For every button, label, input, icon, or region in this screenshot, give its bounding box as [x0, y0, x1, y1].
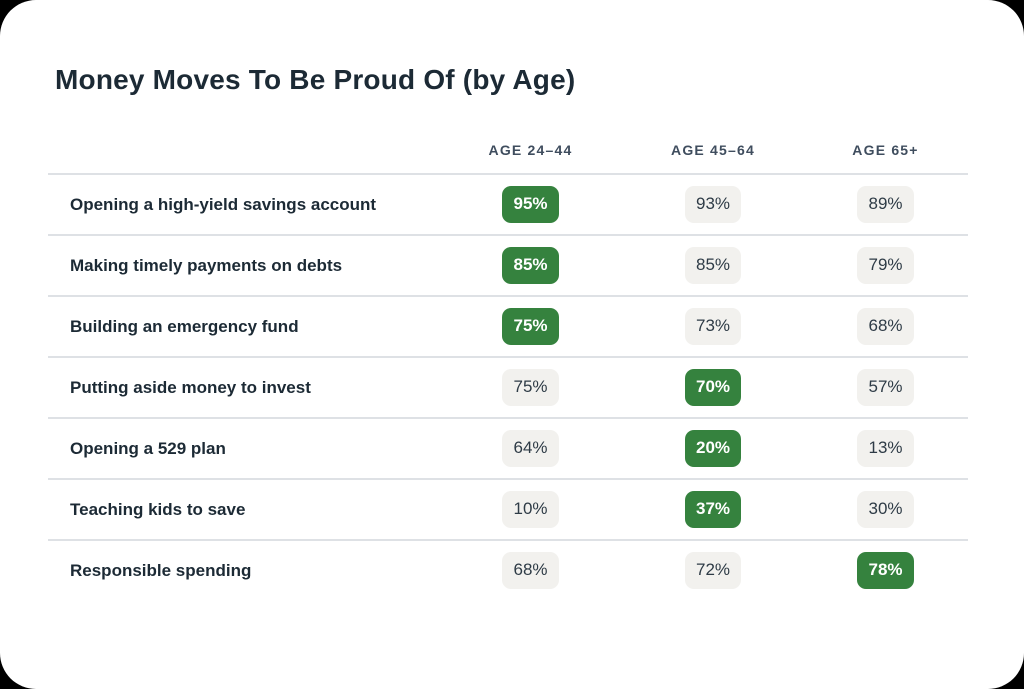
table-row: Responsible spending 68% 72% 78% — [48, 539, 968, 600]
column-header-age-45-64: AGE 45–64 — [671, 142, 755, 158]
row-label: Putting aside money to invest — [70, 377, 311, 397]
value-badge: 20% — [684, 430, 742, 467]
value-badge: 85% — [502, 247, 559, 284]
value-badge: 57% — [857, 369, 914, 406]
value-badge: 70% — [684, 369, 742, 406]
table-row: Building an emergency fund 75% 73% 68% — [48, 295, 968, 356]
table-header-row: AGE 24–44 AGE 45–64 AGE 65+ — [48, 142, 968, 173]
row-label: Responsible spending — [70, 560, 252, 580]
value-badge: 78% — [857, 552, 914, 589]
value-badge: 85% — [684, 247, 742, 284]
value-badge: 30% — [857, 491, 914, 528]
value-badge: 10% — [502, 491, 559, 528]
value-badge: 68% — [857, 308, 914, 345]
table-row: Opening a 529 plan 64% 20% 13% — [48, 417, 968, 478]
value-badge: 95% — [502, 186, 559, 223]
table-row: Teaching kids to save 10% 37% 30% — [48, 478, 968, 539]
value-badge: 13% — [857, 430, 914, 467]
value-badge: 79% — [857, 247, 914, 284]
value-badge: 75% — [502, 308, 559, 345]
row-label: Opening a high-yield savings account — [70, 194, 377, 214]
row-label: Making timely payments on debts — [70, 255, 343, 275]
table-row: Making timely payments on debts 85% 85% … — [48, 234, 968, 295]
age-comparison-table: AGE 24–44 AGE 45–64 AGE 65+ Opening a hi… — [48, 142, 968, 600]
row-label: Teaching kids to save — [70, 499, 246, 519]
column-header-age-65-plus: AGE 65+ — [852, 142, 919, 158]
value-badge: 73% — [684, 308, 742, 345]
value-badge: 89% — [857, 186, 914, 223]
table-row: Putting aside money to invest 75% 70% 57… — [48, 356, 968, 417]
table-row: Opening a high-yield savings account 95%… — [48, 173, 968, 234]
row-label: Opening a 529 plan — [70, 438, 226, 458]
value-badge: 64% — [502, 430, 559, 467]
column-header-age-24-44: AGE 24–44 — [488, 142, 573, 158]
value-badge: 75% — [502, 369, 559, 406]
value-badge: 72% — [684, 552, 742, 589]
row-label: Building an emergency fund — [70, 316, 299, 336]
value-badge: 93% — [684, 186, 742, 223]
value-badge: 68% — [502, 552, 559, 589]
value-badge: 37% — [684, 491, 742, 528]
page-title: Money Moves To Be Proud Of (by Age) — [55, 64, 576, 95]
